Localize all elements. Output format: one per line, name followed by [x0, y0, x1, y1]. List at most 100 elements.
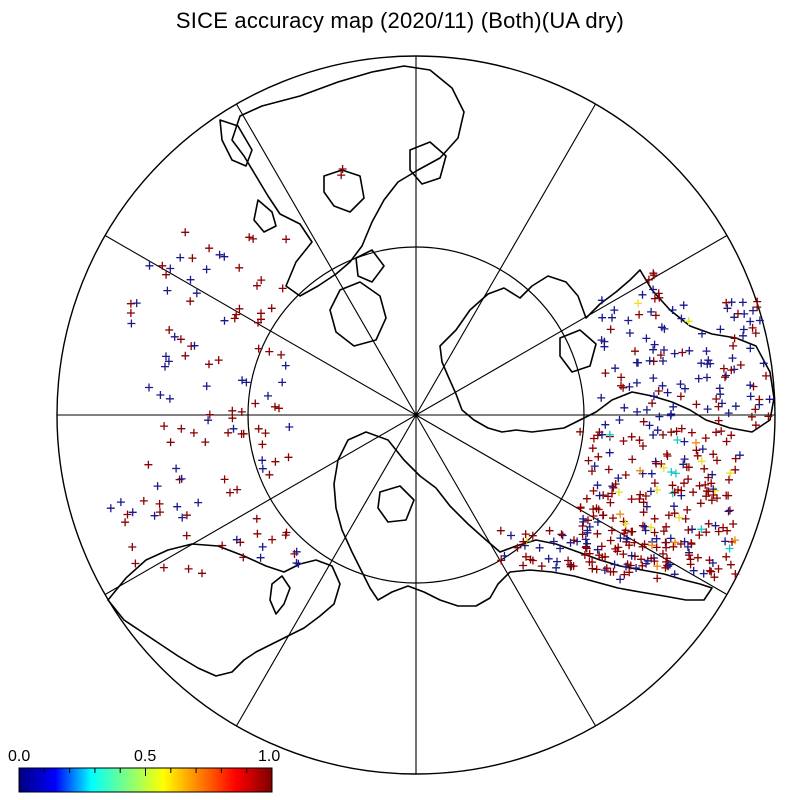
station-marker: [636, 490, 645, 499]
station-marker: [576, 503, 585, 512]
station-marker: [294, 559, 303, 568]
station-marker: [635, 436, 644, 445]
station-marker: [177, 474, 186, 483]
station-marker: [632, 378, 641, 387]
station-marker: [709, 491, 718, 499]
station-marker: [652, 534, 661, 543]
station-marker: [589, 505, 598, 514]
station-marker: [204, 416, 213, 425]
station-marker: [638, 561, 647, 570]
station-marker: [726, 560, 735, 569]
station-marker: [620, 403, 629, 412]
station-marker: [676, 392, 685, 401]
station-marker: [278, 284, 287, 293]
station-marker: [507, 531, 515, 540]
station-marker: [257, 276, 266, 285]
meridian-line: [236, 414, 417, 727]
station-marker: [666, 411, 675, 420]
station-marker: [647, 541, 656, 550]
station-marker: [602, 564, 611, 573]
station-marker: [638, 290, 647, 299]
station-marker: [746, 392, 755, 401]
station-marker: [281, 531, 290, 540]
station-marker: [607, 526, 616, 535]
station-marker: [564, 556, 573, 565]
station-marker: [145, 383, 153, 392]
station-marker: [680, 455, 689, 464]
station-marker: [277, 350, 286, 359]
station-marker: [285, 423, 294, 431]
station-marker: [669, 542, 678, 551]
station-marker: [522, 552, 530, 561]
station-marker: [623, 535, 631, 543]
station-marker: [228, 406, 237, 415]
station-marker: [650, 340, 659, 349]
meridian-line: [415, 414, 596, 727]
station-marker: [593, 481, 602, 490]
station-marker: [160, 422, 169, 431]
station-marker: [633, 407, 642, 416]
station-marker: [150, 511, 159, 520]
station-marker: [545, 526, 554, 535]
station-marker: [245, 233, 254, 242]
station-marker: [242, 378, 251, 387]
station-marker: [161, 362, 169, 371]
station-marker: [593, 545, 602, 554]
station-marker: [755, 395, 764, 404]
station-marker: [166, 438, 175, 447]
station-marker: [258, 440, 267, 449]
station-marker: [549, 537, 558, 546]
station-marker: [722, 371, 730, 380]
station-marker: [176, 253, 185, 262]
station-marker: [500, 551, 509, 560]
coastline: [107, 543, 341, 677]
station-marker: [722, 552, 731, 561]
station-marker: [764, 412, 773, 421]
station-marker: [636, 466, 645, 475]
station-marker: [619, 383, 628, 392]
station-marker: [650, 514, 659, 523]
station-marker: [576, 427, 585, 436]
station-marker: [689, 566, 698, 575]
coastline: [559, 329, 597, 373]
station-marker: [606, 325, 615, 334]
station-marker: [184, 564, 193, 573]
station-marker: [617, 373, 626, 382]
station-marker: [635, 495, 644, 503]
station-marker: [650, 479, 659, 488]
station-marker: [702, 528, 711, 537]
coastline: [231, 65, 465, 297]
station-marker: [162, 352, 170, 361]
station-marker: [116, 498, 125, 507]
station-marker: [697, 525, 706, 534]
station-marker: [226, 488, 234, 497]
station-marker: [759, 359, 768, 368]
station-marker: [282, 235, 291, 244]
meridian-line: [415, 235, 728, 416]
station-marker: [621, 471, 630, 479]
station-marker: [727, 431, 736, 440]
station-marker: [257, 309, 265, 318]
station-marker: [708, 559, 717, 567]
station-marker: [238, 376, 247, 385]
station-marker: [727, 366, 736, 375]
station-marker: [663, 554, 671, 563]
station-marker: [620, 529, 629, 538]
station-marker: [677, 486, 686, 495]
station-marker: [275, 404, 283, 413]
station-marker: [655, 293, 664, 302]
station-marker: [597, 393, 606, 402]
station-marker: [731, 465, 740, 474]
station-marker: [526, 555, 535, 564]
station-marker: [700, 464, 709, 473]
station-marker: [131, 559, 140, 568]
station-marker: [627, 432, 636, 441]
station-marker: [689, 488, 698, 497]
station-marker: [578, 530, 587, 539]
station-marker: [173, 502, 182, 511]
station-marker: [614, 474, 623, 483]
station-marker: [626, 561, 635, 570]
station-marker: [162, 270, 171, 279]
station-marker: [175, 475, 184, 484]
station-marker: [731, 402, 740, 411]
